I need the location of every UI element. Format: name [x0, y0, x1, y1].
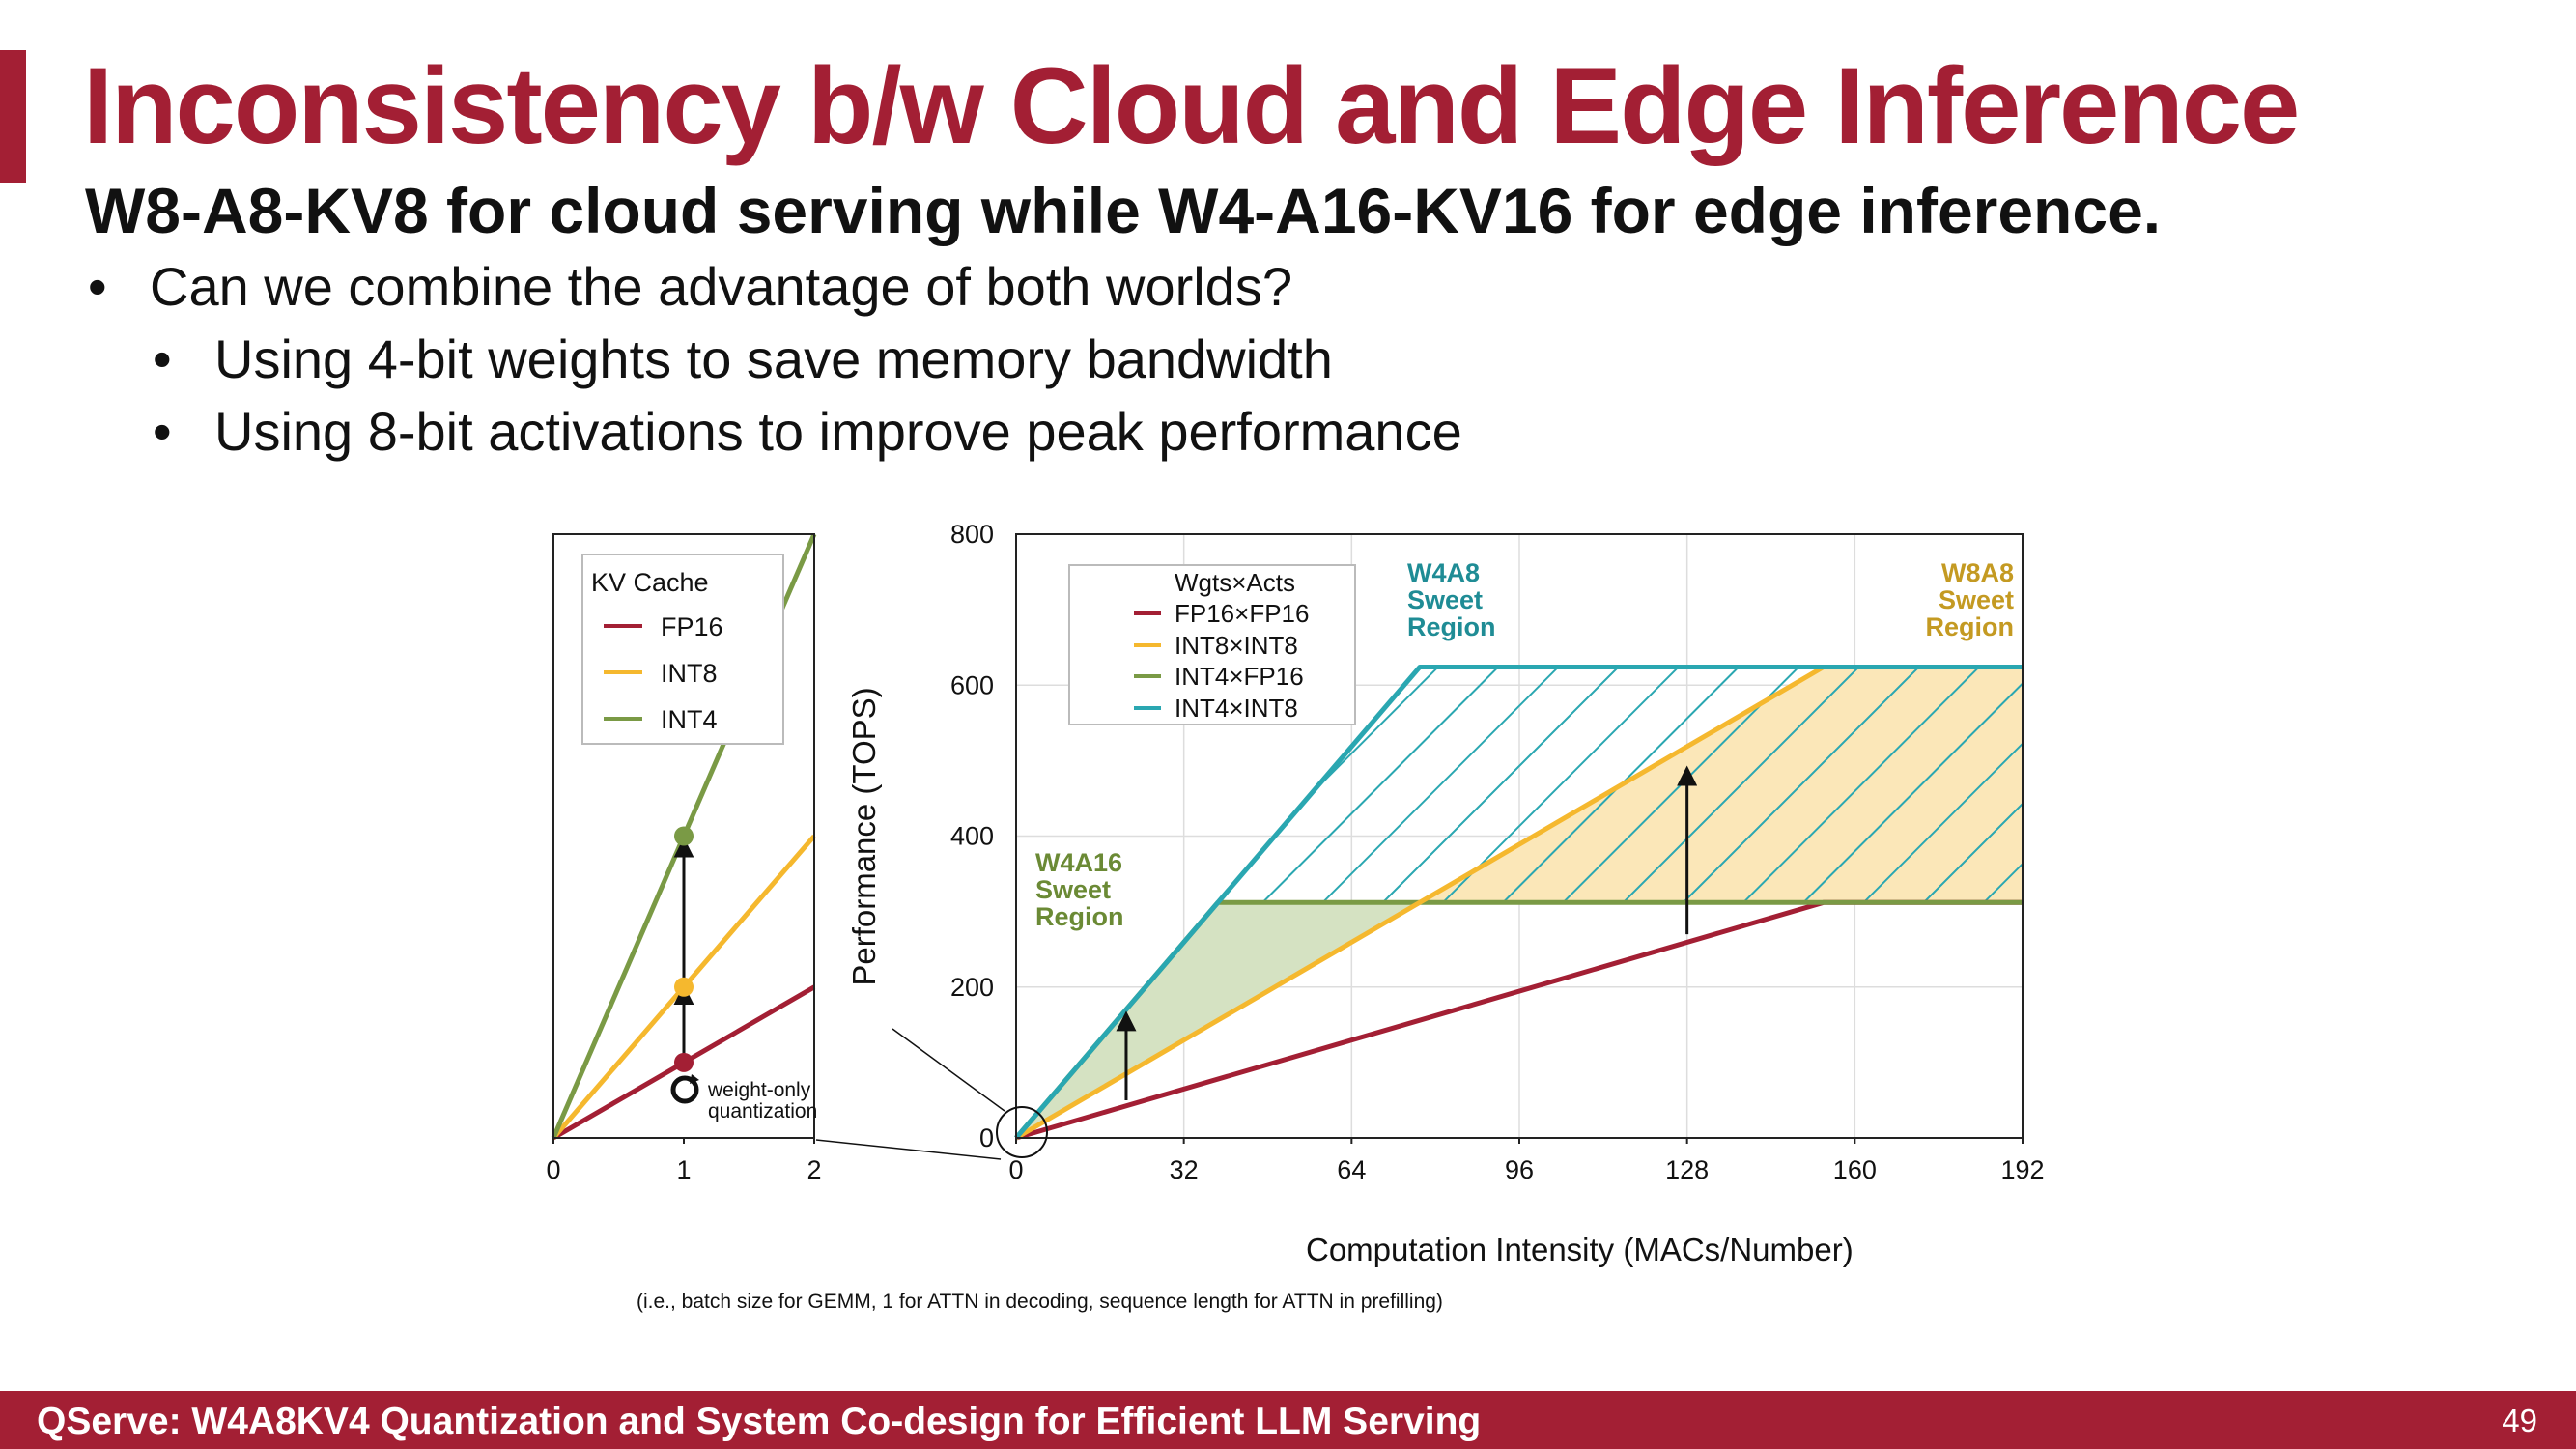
region-label-line: Region: [1926, 612, 2015, 641]
legend-label-int8xint8: INT8×INT8: [1175, 631, 1298, 660]
region-label-line: Sweet: [1407, 585, 1483, 614]
title-accent-bar: [0, 50, 26, 183]
inset-legend-box: [581, 554, 784, 745]
x-tick-label: 96: [1505, 1155, 1534, 1184]
page-title: Inconsistency b/w Cloud and Edge Inferen…: [83, 45, 2300, 166]
x-tick-label: 128: [1665, 1155, 1709, 1184]
legend-label-int4xint8: INT4×INT8: [1175, 694, 1298, 723]
x-tick-label: 160: [1833, 1155, 1877, 1184]
legend-label-int4xfp16: INT4×FP16: [1175, 662, 1304, 691]
legend-label-fp16xfp16: FP16×FP16: [1175, 599, 1309, 628]
region-label-line: Region: [1407, 612, 1496, 641]
legend-label-int4: INT4: [661, 705, 718, 734]
bullet-dot: •: [153, 401, 172, 462]
zoom-line-upper: [892, 1028, 1005, 1112]
main-legend-box: [1068, 564, 1356, 725]
main-x-axis-label: Computation Intensity (MACs/Number): [1306, 1232, 1854, 1267]
region-label-line: W4A16: [1035, 848, 1122, 877]
refresh-icon-arrowhead: [690, 1074, 699, 1084]
zoom-connector: [815, 1028, 1048, 1160]
refresh-icon: [670, 1075, 699, 1104]
inset-legend-title: KV Cache: [591, 568, 709, 597]
main-arrows: [1116, 765, 1698, 1100]
inset-markers: [674, 826, 694, 1072]
main-legend: Wgts×Acts FP16×FP16 INT8×INT8 INT4×FP16 …: [1068, 564, 1356, 725]
bullet-item: • Using 8-bit activations to improve pea…: [153, 401, 1462, 462]
legend-label-fp16: FP16: [661, 612, 723, 641]
x-tick-label: 64: [1337, 1155, 1366, 1184]
inset-x-tick-label: 1: [676, 1155, 691, 1184]
annotation-line: weight-only: [707, 1079, 811, 1101]
kv-cache-inset-chart: 0 1 2 KV Cache FP16 INT8 INT4 weight-only …: [546, 533, 822, 1184]
legend-label-int8: INT8: [661, 659, 718, 688]
footer-text: QServe: W4A8KV4 Quantization and System …: [37, 1401, 1482, 1442]
region-label-line: W8A8: [1941, 558, 2014, 587]
region-label-w4a8: W4A8 Sweet Region: [1407, 558, 1496, 641]
region-label-line: Sweet: [1939, 585, 2014, 614]
zoom-circle: [996, 1106, 1048, 1158]
zoom-line-lower: [815, 1139, 1002, 1160]
series-lines: [1014, 665, 2023, 1141]
axis-note: (i.e., batch size for GEMM, 1 for ATTN i…: [637, 1291, 1443, 1313]
region-label-w8a8: W8A8 Sweet Region: [1926, 558, 2015, 641]
inset-x-tick-label: 0: [546, 1155, 560, 1184]
bullet-text: Using 4-bit weights to save memory bandw…: [214, 328, 1333, 389]
bullet-item: • Using 4-bit weights to save memory ban…: [153, 328, 1333, 389]
main-y-ticks: 0 200 400 600 800: [950, 520, 994, 1152]
y-tick-label: 800: [950, 520, 994, 549]
inset-marker: [674, 977, 694, 997]
weight-only-annotation: weight-only quantization: [670, 1074, 817, 1122]
bullet-item: • Can we combine the advantage of both w…: [88, 256, 1292, 317]
bullet-text: Using 8-bit activations to improve peak …: [214, 401, 1462, 462]
performance-chart: 0 32 64 96 128 160 192 0 200 400 600 800 Computati…: [637, 520, 2045, 1313]
region-label-line: W4A8: [1407, 558, 1480, 587]
page-number: 49: [2502, 1403, 2537, 1438]
footer-bar: QServe: W4A8KV4 Quantization and System …: [0, 1391, 2576, 1449]
y-tick-label: 600: [950, 670, 994, 699]
region-label-line: Sweet: [1035, 875, 1111, 904]
inset-marker: [674, 1052, 694, 1072]
region-label-w4a16: W4A16 Sweet Region: [1035, 848, 1124, 931]
series-line-int4xint8: [1014, 665, 2023, 1140]
x-tick-label: 32: [1170, 1155, 1199, 1184]
bullet-dot: •: [153, 328, 172, 389]
page-subtitle: W8-A8-KV8 for cloud serving while W4-A16…: [85, 175, 2162, 246]
y-tick-label: 0: [979, 1123, 994, 1152]
y-tick-label: 200: [950, 973, 994, 1002]
x-tick-label: 192: [2000, 1155, 2044, 1184]
bullet-dot: •: [88, 256, 107, 317]
x-tick-label: 0: [1008, 1155, 1023, 1184]
y-tick-label: 400: [950, 822, 994, 851]
bullet-text: Can we combine the advantage of both wor…: [150, 256, 1292, 317]
inset-marker: [674, 826, 694, 846]
main-y-axis-label: Performance (TOPS): [846, 687, 882, 985]
main-legend-title: Wgts×Acts: [1175, 568, 1295, 597]
inset-x-tick-label: 2: [807, 1155, 821, 1184]
inset-x-ticks: 0 1 2: [546, 1138, 822, 1184]
main-x-ticks: 0 32 64 96 128 160 192: [1008, 1138, 2045, 1184]
inset-legend: KV Cache FP16 INT8 INT4: [581, 554, 784, 745]
region-label-line: Region: [1035, 902, 1124, 931]
charts-canvas: 0 32 64 96 128 160 192 0 200 400 600 800 Computati…: [546, 520, 2045, 1313]
annotation-line: quantization: [708, 1100, 817, 1122]
